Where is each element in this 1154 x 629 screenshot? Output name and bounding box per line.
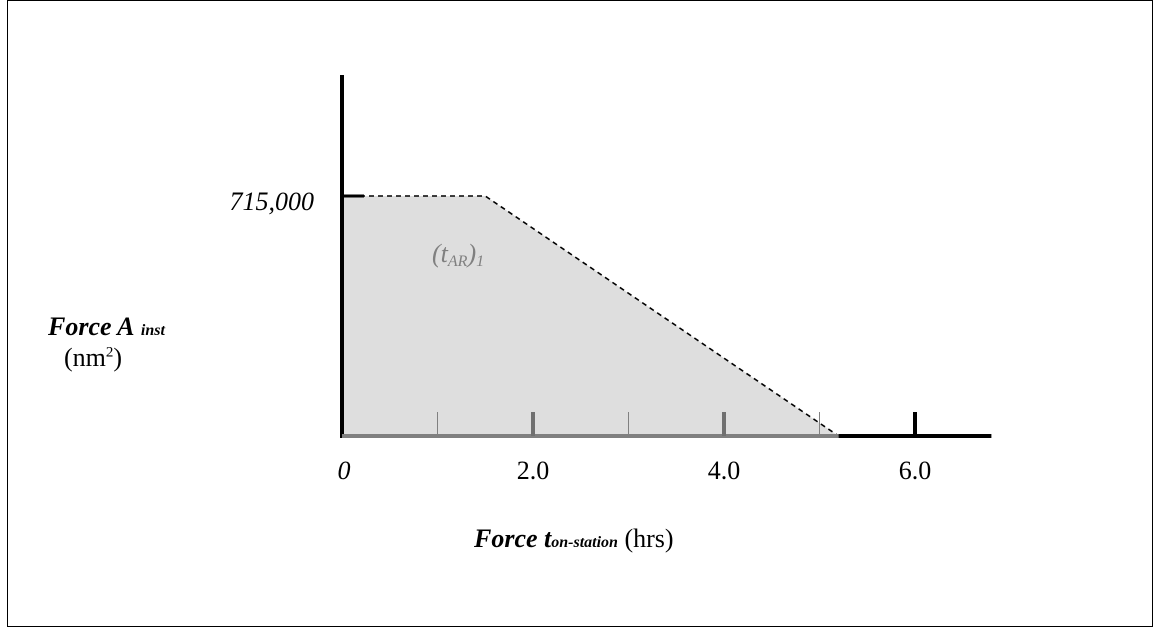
x-tick-label: 0 [338, 456, 351, 485]
x-axis-label: Force ton-station (hrs) [474, 524, 674, 554]
x-tick-label: 4.0 [708, 456, 741, 485]
area-fill [342, 196, 839, 436]
x-tick-label: 6.0 [899, 456, 932, 485]
annotation-main: (t [432, 239, 449, 268]
y-axis-unit-sup: 2 [105, 344, 114, 361]
x-ticks [437, 412, 917, 436]
y-axis-label: Force A inst [48, 312, 165, 342]
y-axis-label-main: Force A [48, 312, 135, 341]
y-axis-unit-close: ) [113, 343, 123, 372]
annotation-mid: ) [465, 239, 476, 268]
x-axis-label-main: Force t [474, 524, 552, 553]
x-tick-labels: 0 2.0 4.0 6.0 [338, 456, 932, 485]
figure-frame [7, 0, 1153, 627]
y-axis-label-subscript: inst [140, 322, 165, 339]
area-outline-dashed [342, 195, 840, 437]
x-axis-label-subscript: on-station [551, 534, 618, 551]
annotation-sub1: AR [447, 253, 468, 270]
x-axis-label-unit: (hrs) [624, 524, 674, 553]
annotation-sub2: 1 [476, 253, 484, 270]
x-tick-label: 2.0 [517, 456, 550, 485]
y-tick-label: 715,000 [230, 187, 315, 216]
series-annotation: (tAR)1 [432, 239, 484, 270]
y-axis-unit-base: (nm [64, 343, 106, 372]
y-axis-unit: (nm2) [64, 343, 122, 373]
